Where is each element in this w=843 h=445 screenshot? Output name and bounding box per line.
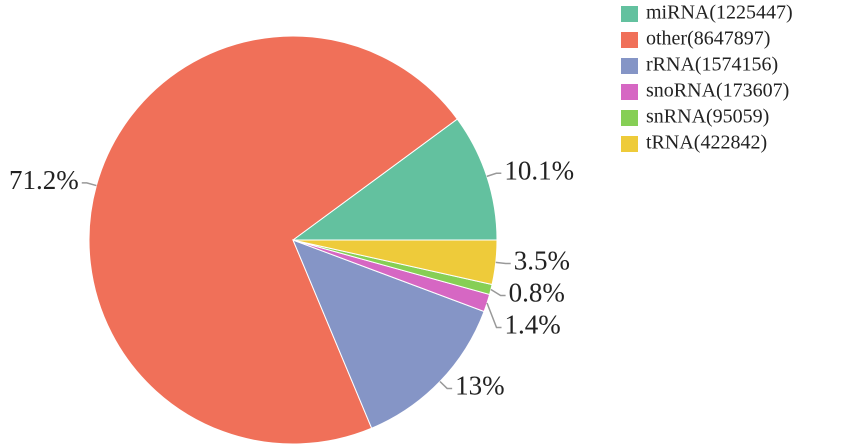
- data-label: 0.8%: [509, 278, 565, 308]
- pie-slice: [292, 239, 485, 429]
- leader-line: [486, 302, 502, 329]
- data-label: 71.2%: [9, 165, 79, 195]
- data-label: 10.1%: [504, 155, 574, 185]
- pie-slice: [292, 239, 498, 286]
- leader-line: [486, 172, 502, 178]
- leader-line: [495, 261, 511, 265]
- legend-label: other(8647897): [646, 28, 770, 50]
- pie-slice: [88, 35, 458, 445]
- legend-label: miRNA(1225447): [646, 2, 793, 24]
- legend-swatch: [621, 6, 638, 22]
- leader-line: [490, 288, 506, 297]
- legend-swatch: [621, 32, 638, 48]
- leader-line: [439, 380, 453, 390]
- data-label: 13%: [455, 371, 505, 401]
- legend-label: snRNA(95059): [646, 106, 769, 128]
- leader-line: [81, 182, 97, 187]
- legend-swatch: [621, 58, 638, 74]
- legend-swatch: [621, 110, 638, 126]
- legend-swatch: [621, 136, 638, 152]
- pie-slice: [291, 118, 498, 241]
- legend-label: snoRNA(173607): [646, 80, 789, 102]
- legend-label: rRNA(1574156): [646, 54, 778, 76]
- legend-label: tRNA(422842): [646, 132, 767, 154]
- data-label: 1.4%: [505, 310, 561, 340]
- data-label: 3.5%: [514, 246, 570, 276]
- legend-swatch: [621, 84, 638, 100]
